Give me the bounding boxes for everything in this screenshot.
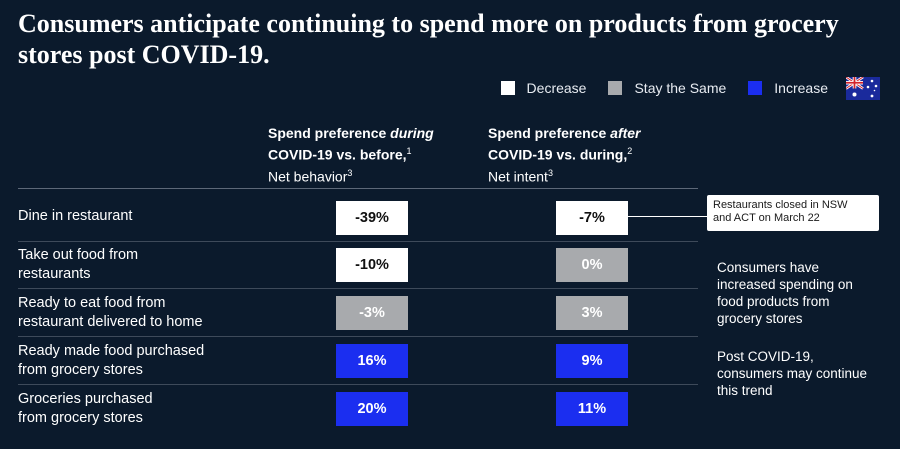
value-cell: -3% [336, 296, 408, 330]
row-label-line: Ready to eat food from [18, 295, 166, 311]
column-header-during-bold: Spend preference [268, 125, 391, 141]
chart-title: Consumers anticipate continuing to spend… [18, 9, 839, 69]
column-header-after-line2: COVID-19 vs. during, [488, 146, 628, 163]
legend-label-increase: Increase [774, 80, 828, 96]
row-label-line: from grocery stores [18, 362, 143, 378]
note-line: Consumers have [717, 260, 820, 275]
column-header-after-italic: after [610, 125, 641, 141]
column-header-after-sub: Net intent [488, 168, 548, 185]
column-header-during-italic: during [390, 125, 434, 141]
callout-box: Restaurants closed in NSW and ACT on Mar… [707, 195, 879, 231]
row-label-line: Take out food from [18, 247, 139, 263]
row-label-line: Groceries purchased [18, 391, 153, 407]
column-header-during-footnote: 1 [406, 146, 412, 156]
value-cell: -7% [556, 201, 628, 235]
row-label: Ready made food purchased from grocery st… [18, 342, 204, 380]
legend-label-stay-same: Stay the Same [634, 80, 727, 96]
row-divider [18, 336, 698, 337]
header-divider [18, 188, 698, 189]
note-line: food products from [717, 294, 830, 309]
row-label: Groceries purchased from grocery stores [18, 390, 153, 428]
note-line: Post COVID-19, [717, 349, 814, 364]
value-cell: 16% [336, 344, 408, 378]
callout-connector [628, 216, 707, 217]
note-post-covid-trend: Post COVID-19, consumers may continue th… [717, 348, 887, 399]
value-cell: 20% [336, 392, 408, 426]
row-label-line: from grocery stores [18, 410, 143, 426]
note-line: consumers may continue [717, 366, 868, 381]
column-header-during-sub-footnote: 3 [347, 167, 353, 178]
callout-line: and ACT on March 22 [713, 212, 820, 224]
note-line: grocery stores [717, 311, 803, 326]
callout-line: Restaurants closed in NSW [713, 199, 848, 211]
value-cell: 3% [556, 296, 628, 330]
legend: Decrease Stay the Same Increase [479, 76, 880, 100]
legend-item-stay-same: Stay the Same [608, 80, 726, 96]
column-header-after-footnote: 2 [627, 146, 633, 156]
column-header-after-bold: Spend preference [488, 125, 611, 141]
value-cell: 11% [556, 392, 628, 426]
legend-item-decrease: Decrease [500, 80, 587, 96]
legend-swatch-stay-same [608, 81, 623, 95]
value-cell: -39% [336, 201, 408, 235]
legend-swatch-decrease [500, 81, 515, 95]
value-cell: -10% [336, 248, 408, 282]
column-header-during-line2: COVID-19 vs. before, [268, 146, 407, 163]
column-header-after-sub-footnote: 3 [547, 167, 553, 178]
row-label-line: Dine in restaurant [18, 208, 133, 224]
note-grocery-spending: Consumers have increased spending on foo… [717, 259, 887, 327]
row-divider [18, 288, 698, 289]
column-header-during-sub: Net behavior [268, 168, 348, 185]
legend-item-increase: Increase [748, 80, 828, 96]
legend-swatch-increase [748, 81, 763, 95]
column-header-after: Spend preference after COVID-19 vs. duri… [488, 124, 641, 185]
column-header-during: Spend preference during COVID-19 vs. bef… [268, 124, 434, 185]
row-label-line: restaurants [18, 266, 91, 282]
row-label: Take out food from restaurants [18, 246, 138, 284]
value-cell: 0% [556, 248, 628, 282]
row-divider [18, 384, 698, 385]
note-line: this trend [717, 383, 773, 398]
row-label-line: restaurant delivered to home [18, 314, 203, 330]
value-cell: 9% [556, 344, 628, 378]
row-label: Ready to eat food from restaurant deliver… [18, 294, 203, 332]
note-line: increased spending on [717, 277, 853, 292]
legend-label-decrease: Decrease [526, 80, 587, 96]
row-label: Dine in restaurant [18, 207, 132, 226]
row-label-line: Ready made food purchased [18, 343, 205, 359]
row-divider [18, 241, 698, 242]
australia-flag-icon [846, 76, 880, 100]
